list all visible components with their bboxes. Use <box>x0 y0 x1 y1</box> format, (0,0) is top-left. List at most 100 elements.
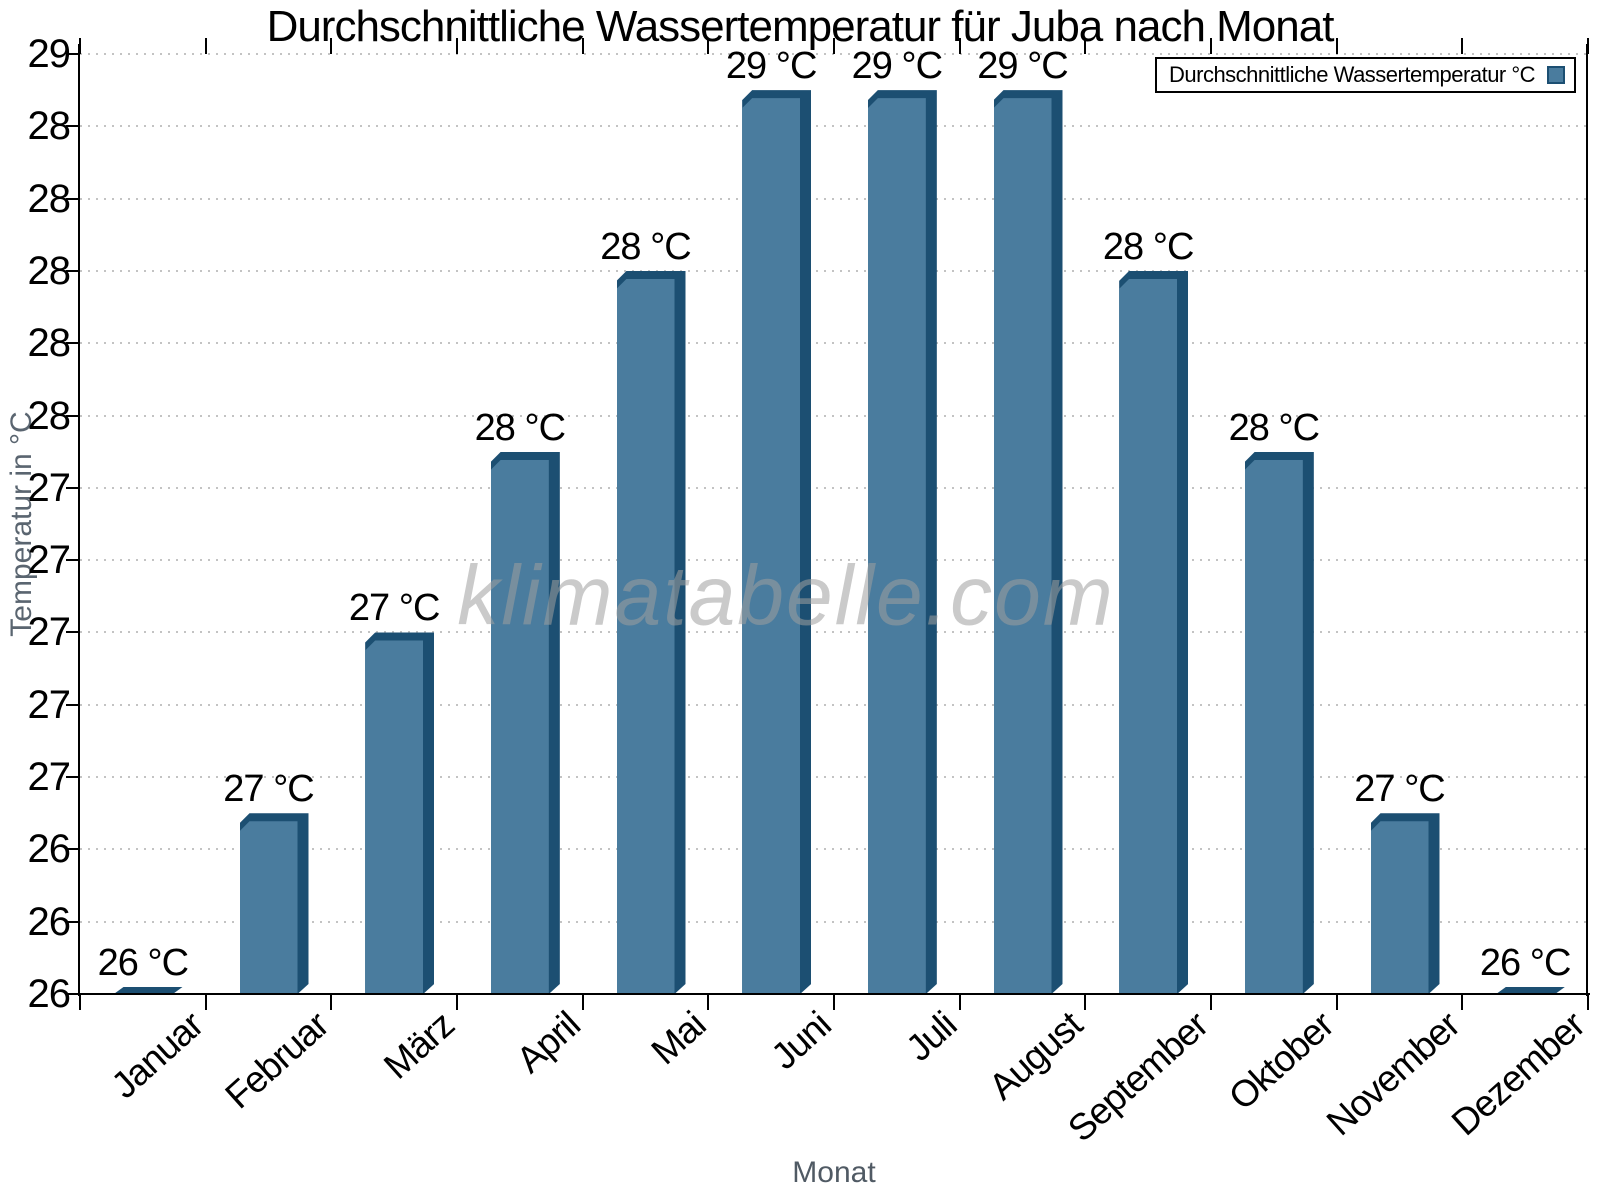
legend[interactable]: Durchschnittliche Wassertemperatur °C <box>1155 57 1576 93</box>
y-tick <box>66 125 80 128</box>
bar-face <box>867 98 926 994</box>
y-gridline <box>80 53 1588 55</box>
bar-august[interactable] <box>993 90 1063 994</box>
bar-juni[interactable] <box>742 90 811 994</box>
bar-face <box>1244 459 1303 994</box>
x-tick <box>204 994 207 1010</box>
y-tick <box>66 631 80 634</box>
x-tick-label-februar: Februar <box>217 1004 336 1117</box>
bar-face <box>993 98 1052 994</box>
x-tick-top <box>204 38 207 54</box>
bar-value-label: 27 °C <box>223 768 314 811</box>
y-tick <box>66 776 80 779</box>
bar-value-label: 27 °C <box>1354 768 1445 811</box>
x-tick-label-märz: März <box>376 1004 462 1087</box>
y-tick <box>66 486 80 489</box>
x-tick <box>833 994 835 1010</box>
y-tick-label: 27 <box>27 755 72 800</box>
y-tick <box>66 703 80 706</box>
watermark: klimatabelle.com <box>457 548 1115 643</box>
bar-face <box>1370 821 1429 994</box>
y-gridline <box>80 342 1588 345</box>
x-tick-label-april: April <box>508 1004 588 1081</box>
bar-value-label: 28 °C <box>600 225 691 268</box>
bar-face <box>1119 278 1178 994</box>
y-gridline <box>80 197 1588 200</box>
y-tick-label: 26 <box>27 972 72 1016</box>
bar-value-label: 26 °C <box>1479 941 1571 984</box>
bar-value-label: 28 °C <box>1102 225 1194 268</box>
y-gridline <box>80 125 1588 128</box>
y-gridline <box>80 920 1588 923</box>
y-tick-label: 29 <box>27 32 72 76</box>
x-tick-top <box>456 38 458 54</box>
bar-face <box>616 278 675 994</box>
bar-januar[interactable] <box>114 987 183 994</box>
y-tick-label: 28 <box>27 104 72 149</box>
x-axis-line <box>78 993 1590 995</box>
x-tick <box>1587 994 1589 1010</box>
x-tick <box>1084 994 1087 1010</box>
bar-november[interactable] <box>1370 813 1440 994</box>
y-tick-label: 27 <box>27 682 72 727</box>
y-tick-label: 28 <box>27 176 72 221</box>
x-tick-label-november: November <box>1318 1004 1467 1144</box>
bar-märz[interactable] <box>365 632 434 994</box>
y-tick-label: 26 <box>27 899 72 944</box>
bar-value-label: 29 °C <box>977 45 1068 88</box>
bar-september[interactable] <box>1119 271 1188 994</box>
bar-value-label: 29 °C <box>851 45 943 88</box>
y-tick <box>66 414 80 417</box>
y-tick-label: 28 <box>27 393 72 438</box>
y-tick <box>66 993 80 995</box>
y-tick-label: 28 <box>27 248 72 293</box>
bar-mai[interactable] <box>616 271 686 994</box>
bar-3d-side <box>114 987 183 994</box>
bar-face <box>239 821 298 994</box>
x-tick-top <box>581 38 584 54</box>
bar-face <box>742 98 801 994</box>
y-gridline <box>80 631 1588 634</box>
x-tick-label-juni: Juni <box>763 1004 839 1078</box>
x-tick-top <box>833 38 835 54</box>
bar-februar[interactable] <box>239 813 309 994</box>
x-tick <box>707 994 710 1010</box>
bar-value-label: 26 °C <box>97 941 189 984</box>
bar-april[interactable] <box>490 452 560 994</box>
y-axis-title: Temperatur in °C <box>5 411 38 637</box>
bar-juli[interactable] <box>867 90 937 994</box>
bar-value-label: 27 °C <box>348 587 440 630</box>
y-tick <box>66 559 80 562</box>
y-gridline <box>80 776 1588 779</box>
x-tick <box>330 994 333 1010</box>
legend-label: Durchschnittliche Wassertemperatur °C <box>1169 62 1536 87</box>
y-tick <box>66 920 80 923</box>
y-tick-label: 27 <box>27 465 72 510</box>
x-tick-top <box>330 38 333 54</box>
x-tick-top <box>79 38 81 54</box>
bar-oktober[interactable] <box>1244 452 1314 994</box>
y-gridline <box>80 486 1588 489</box>
y-tick <box>66 848 80 851</box>
y-axis-line <box>78 44 80 996</box>
x-tick <box>456 994 458 1010</box>
x-tick-label-dezember: Dezember <box>1444 1004 1593 1144</box>
y-tick-label: 27 <box>27 610 72 655</box>
bar-face <box>490 459 549 994</box>
y-tick-label: 28 <box>27 321 72 366</box>
bar-value-label: 29 °C <box>725 45 817 88</box>
plot-right-border <box>1586 44 1588 996</box>
y-tick-label: 26 <box>27 827 72 872</box>
x-tick-label-juli: Juli <box>898 1004 965 1069</box>
x-tick-label-oktober: Oktober <box>1221 1004 1342 1118</box>
x-axis-title: Monat <box>792 1156 876 1189</box>
y-tick <box>66 53 80 55</box>
x-tick-top <box>1084 38 1087 54</box>
x-tick <box>1335 994 1338 1010</box>
x-tick-top <box>1587 38 1589 54</box>
bar-dezember[interactable] <box>1496 987 1565 994</box>
bar-value-label: 28 °C <box>1228 406 1320 449</box>
x-tick <box>958 994 961 1010</box>
bar-value-label: 28 °C <box>474 406 566 449</box>
